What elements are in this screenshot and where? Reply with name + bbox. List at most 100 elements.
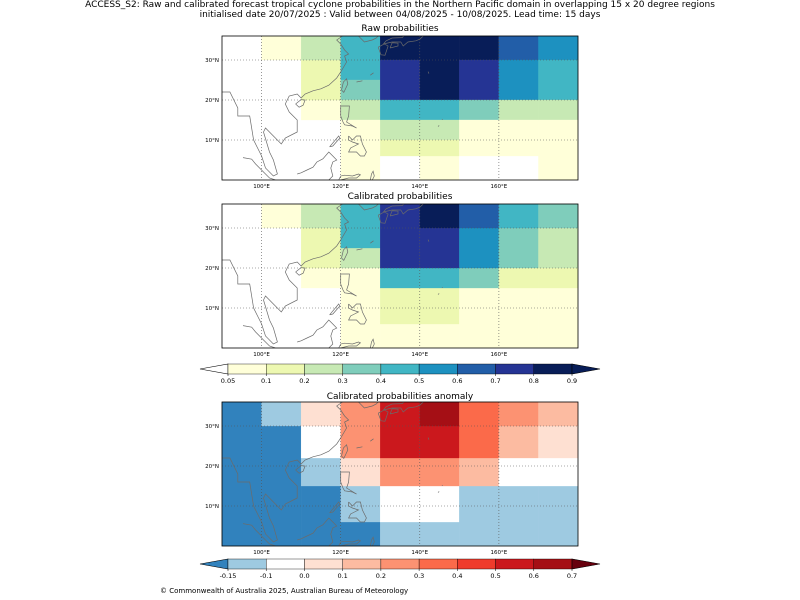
grid-cell bbox=[459, 267, 500, 289]
grid-cell bbox=[261, 59, 302, 181]
grid-cell bbox=[380, 267, 420, 289]
grid-cell bbox=[538, 401, 579, 427]
lat-tick-label: 10°N bbox=[205, 138, 219, 144]
grid-cell bbox=[419, 59, 460, 101]
colorbar-segment bbox=[457, 363, 496, 375]
colorbar-tick-label: -0.1 bbox=[260, 572, 273, 580]
colorbar-tick-label: 0.9 bbox=[567, 377, 577, 385]
grid-cell bbox=[498, 401, 539, 427]
grid-cell bbox=[459, 35, 500, 61]
grid-cell bbox=[538, 155, 579, 181]
copyright-footer: © Commonwealth of Australia 2025, Austra… bbox=[160, 587, 409, 595]
grid-cell bbox=[459, 99, 500, 121]
colorbar-over-extend bbox=[571, 363, 601, 375]
grid-cell bbox=[419, 35, 460, 61]
lon-tick-label: 100°E bbox=[253, 550, 270, 556]
grid-cell bbox=[380, 521, 420, 547]
grid-cell bbox=[538, 99, 579, 121]
grid-cell bbox=[300, 35, 341, 61]
map-panel-calibrated: 100°E 120°E 140°E 160°E 10°N 20°N 30°N bbox=[205, 203, 579, 358]
colorbar-tick-label: 0.7 bbox=[567, 572, 577, 580]
colorbar-segment bbox=[342, 363, 382, 375]
grid-cell bbox=[261, 35, 302, 61]
grid-cell bbox=[419, 99, 460, 121]
colorbar-tick-label: 0.0 bbox=[299, 572, 309, 580]
colorbar-tick-label: 0.1 bbox=[261, 377, 271, 385]
colorbar-segment bbox=[457, 558, 496, 570]
grid-cell bbox=[340, 247, 381, 269]
grid-cell bbox=[380, 139, 420, 157]
grid-cell bbox=[380, 323, 420, 349]
colorbar-tick-label: 0.8 bbox=[529, 377, 539, 385]
lon-tick-label: 160°E bbox=[491, 352, 508, 358]
coastline-layer bbox=[222, 36, 443, 180]
map-frame bbox=[221, 35, 579, 181]
grid-cell bbox=[459, 457, 500, 487]
grid-cell bbox=[380, 287, 420, 325]
grid-cell bbox=[419, 457, 460, 487]
lon-tick-label: 100°E bbox=[253, 352, 270, 358]
grid-cell bbox=[459, 401, 500, 459]
grid-cell bbox=[538, 119, 579, 157]
grid-cell bbox=[459, 227, 500, 269]
grid-cell bbox=[419, 155, 460, 181]
grid-cell bbox=[498, 267, 539, 289]
colorbar-segment bbox=[227, 558, 267, 570]
colorbar-tick-label: 0.3 bbox=[337, 377, 347, 385]
colorbar-segment bbox=[418, 363, 458, 375]
grid-cell bbox=[380, 35, 420, 61]
colorbar-tick-label: 0.4 bbox=[452, 572, 462, 580]
grid-cell bbox=[380, 401, 420, 459]
grid-cell bbox=[340, 79, 381, 101]
colorbar-segment bbox=[304, 363, 343, 375]
grid-cell bbox=[300, 99, 341, 121]
lat-tick-label: 10°N bbox=[205, 306, 219, 312]
grid-cell bbox=[340, 401, 381, 459]
grid-cell bbox=[459, 287, 500, 349]
lat-tick-label: 20°N bbox=[205, 266, 219, 272]
colorbar-segment bbox=[380, 558, 420, 570]
panel-title-calibrated: Calibrated probabilities bbox=[347, 192, 453, 202]
figure-title-line1: ACCESS_S2: Raw and calibrated forecast t… bbox=[85, 0, 715, 10]
grid-cell bbox=[498, 119, 539, 157]
lat-tick-label: 10°N bbox=[205, 504, 219, 510]
grid-cell bbox=[300, 401, 341, 427]
grid-cell bbox=[498, 59, 539, 101]
grid-cell bbox=[261, 425, 302, 547]
grid-cell bbox=[498, 425, 539, 459]
panel-title-anomaly: Calibrated probabilities anomaly bbox=[326, 392, 474, 402]
grid-cell bbox=[340, 485, 381, 523]
grid-cell bbox=[380, 119, 420, 141]
grid-cell bbox=[300, 119, 341, 181]
colorbar-segment bbox=[495, 558, 534, 570]
grid-cell bbox=[419, 227, 460, 269]
grid-cell bbox=[498, 155, 539, 181]
colorbar-segment bbox=[533, 558, 573, 570]
colorbar-tick-label: 0.3 bbox=[414, 572, 424, 580]
colorbar-under-extend bbox=[199, 363, 229, 375]
colorbar-segment bbox=[418, 558, 458, 570]
colorbar-segment bbox=[342, 558, 382, 570]
lat-tick-label: 30°N bbox=[205, 424, 219, 430]
grid-cell bbox=[300, 425, 341, 459]
colorbar-segment bbox=[266, 558, 305, 570]
grid-cell bbox=[538, 457, 579, 487]
grid-cell bbox=[419, 267, 460, 289]
grid-cell bbox=[419, 485, 460, 523]
grid-cell bbox=[419, 203, 460, 229]
grid-cell bbox=[221, 35, 262, 181]
grid-cell bbox=[538, 35, 579, 61]
grid-cell bbox=[380, 59, 420, 101]
colorbar-tick-label: 0.1 bbox=[337, 572, 347, 580]
grid-cell bbox=[221, 401, 262, 547]
grid-cell bbox=[419, 139, 460, 157]
grid-cell bbox=[538, 485, 579, 547]
grid-cell bbox=[459, 203, 500, 229]
grid-cell bbox=[498, 485, 539, 547]
grid-cell bbox=[340, 35, 381, 81]
colorbar-tick-label: 0.4 bbox=[376, 377, 386, 385]
colorbar-tick-label: 0.6 bbox=[529, 572, 539, 580]
grid-cell bbox=[380, 457, 420, 487]
grid-cell bbox=[498, 457, 539, 487]
